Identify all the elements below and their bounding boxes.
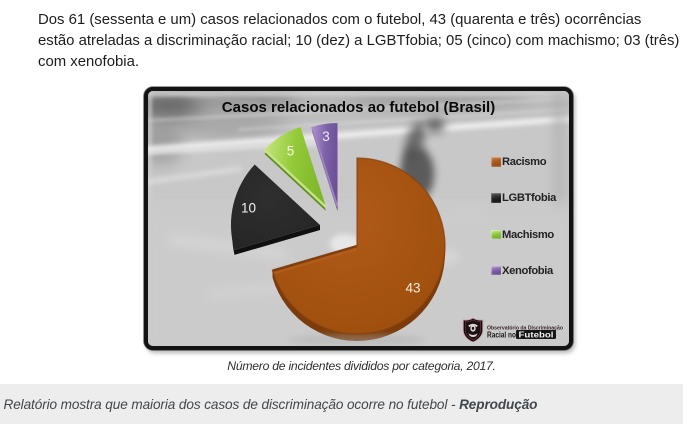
svg-text:Observatório da Discriminação: Observatório da Discriminação <box>487 326 564 332</box>
svg-text:Racial no: Racial no <box>487 331 516 340</box>
svg-text:10: 10 <box>241 201 256 216</box>
svg-text:Futebol: Futebol <box>519 330 554 339</box>
svg-text:3: 3 <box>322 129 330 144</box>
svg-text:43: 43 <box>405 281 420 296</box>
svg-text:5: 5 <box>287 144 295 159</box>
